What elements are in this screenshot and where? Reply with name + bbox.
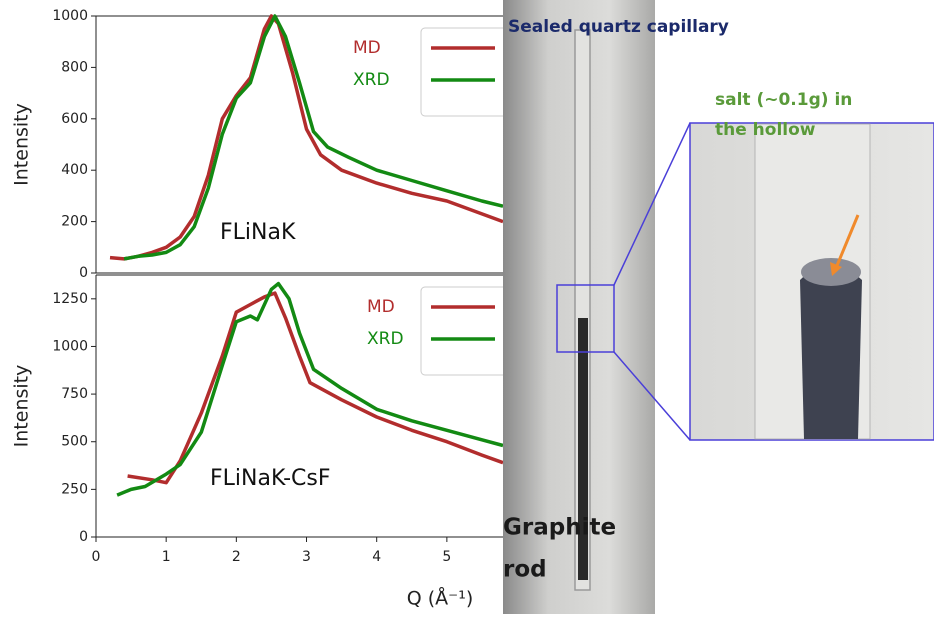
data-line <box>109 14 504 261</box>
salt-label: the hollow <box>715 120 816 140</box>
y-tick-label: 750 <box>61 386 88 402</box>
x-axis-label: Q (Å⁻¹) <box>407 587 473 610</box>
x-tick-label: 5 <box>442 549 451 565</box>
x-tick-label: 3 <box>302 549 311 565</box>
legend-label: MD <box>353 38 381 58</box>
y-tick-label: 0 <box>79 529 88 545</box>
capillary-label: Sealed quartz capillary <box>508 17 729 37</box>
inset-hollow <box>801 258 861 286</box>
photo: Sealed quartz capillary salt (~0.1g) in … <box>503 0 934 614</box>
y-tick-label: 250 <box>61 481 88 497</box>
y-tick-label: 1000 <box>52 338 88 354</box>
y-tick-label: 0 <box>79 265 88 281</box>
inset-rod <box>800 265 862 439</box>
zoom-connector <box>613 122 691 286</box>
chart-annotation: FLiNaK-CsF <box>210 466 331 491</box>
x-tick-label: 1 <box>162 549 171 565</box>
x-tick-label: 4 <box>372 549 381 565</box>
data-line <box>123 14 504 261</box>
salt-arrowhead <box>830 262 842 276</box>
y-tick-label: 800 <box>61 59 88 75</box>
y-tick-label: 600 <box>61 111 88 127</box>
y-axis-label: Intensity <box>11 103 33 186</box>
graphite-rod <box>578 318 588 580</box>
y-axis-label: Intensity <box>11 365 33 448</box>
chart-annotation: FLiNaK <box>220 220 296 245</box>
rod-label: rod <box>503 557 547 583</box>
zoom-box <box>556 284 615 353</box>
salt-arrow <box>834 214 860 269</box>
x-tick-label: 0 <box>92 549 101 565</box>
salt-label: salt (~0.1g) in <box>715 90 852 110</box>
legend-label: MD <box>367 297 395 317</box>
rod-label: Graphite <box>503 515 616 541</box>
data-line <box>127 291 504 485</box>
legend-label: XRD <box>353 70 390 90</box>
y-tick-label: 400 <box>61 162 88 178</box>
data-line <box>116 281 504 497</box>
y-tick-label: 500 <box>61 434 88 450</box>
charts: 02004006008001000IntensityFLiNaKMDXRD025… <box>11 8 522 610</box>
zoom-connector <box>613 351 691 441</box>
y-tick-label: 1250 <box>52 291 88 307</box>
x-tick-label: 2 <box>232 549 241 565</box>
legend-label: XRD <box>367 329 404 349</box>
y-tick-label: 200 <box>61 214 88 230</box>
y-tick-label: 1000 <box>52 8 88 24</box>
